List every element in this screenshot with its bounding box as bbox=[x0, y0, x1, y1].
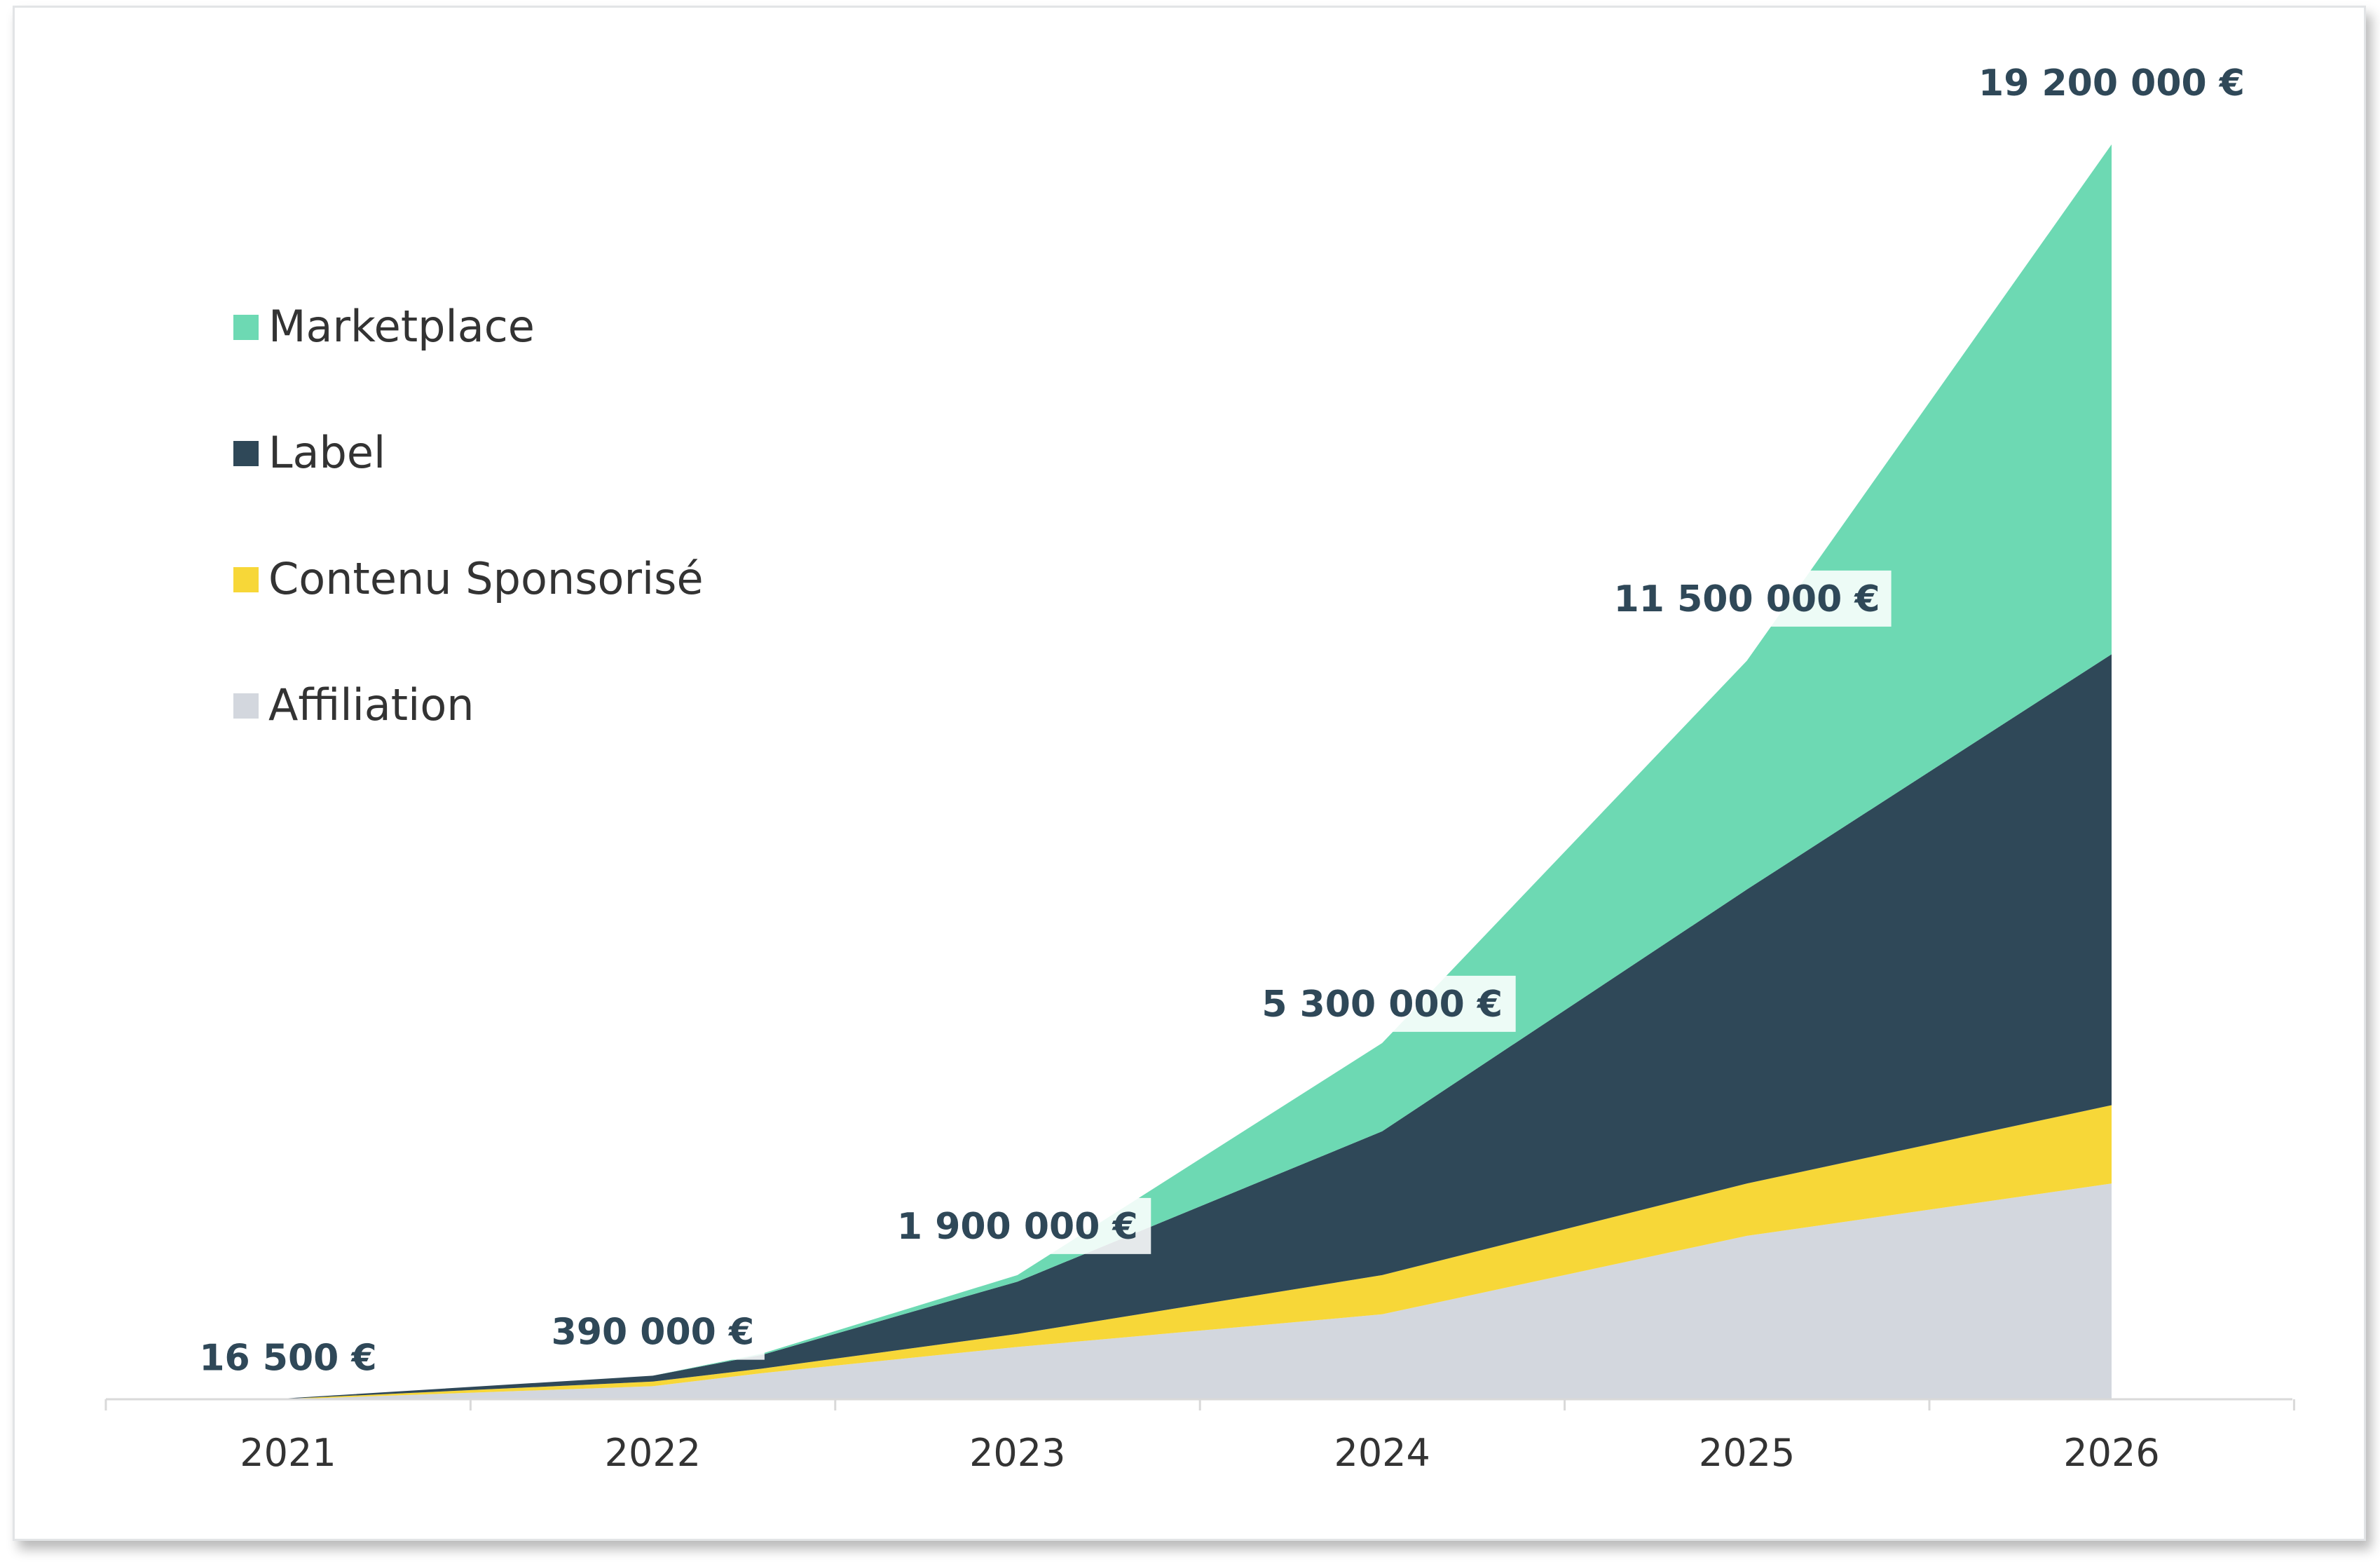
chart-card: 2021 2022 2023 2024 2025 2026 16 500 € 390 000… bbox=[13, 6, 2366, 1541]
total-label-box bbox=[1602, 570, 1892, 627]
legend: Marketplace Label Contenu Sponsorisé Affili… bbox=[233, 301, 704, 730]
legend-item-marketplace: Marketplace bbox=[233, 301, 535, 352]
legend-item-affiliation: Affiliation bbox=[233, 679, 474, 730]
area-series-group bbox=[288, 144, 2112, 1399]
area-marketplace bbox=[288, 144, 2112, 1399]
x-tick-label: 2023 bbox=[969, 1431, 1065, 1475]
total-label-text: 5 300 000 € bbox=[1261, 984, 1503, 1026]
total-label: 19 200 000 € bbox=[1978, 62, 2245, 104]
legend-item-label: Label bbox=[233, 427, 385, 478]
x-tick-label: 2025 bbox=[1699, 1431, 1795, 1475]
legend-item-contenu-sponsorise: Contenu Sponsorisé bbox=[233, 553, 704, 604]
total-label-box bbox=[1248, 975, 1516, 1032]
legend-label: Label bbox=[268, 427, 385, 478]
legend-label: Affiliation bbox=[268, 679, 474, 730]
x-tick-label: 2022 bbox=[605, 1431, 701, 1475]
total-label: 5 300 000 € bbox=[1248, 975, 1516, 1032]
x-tick-label: 2021 bbox=[240, 1431, 336, 1475]
total-label-box bbox=[540, 1303, 765, 1360]
total-label-text: 390 000 € bbox=[552, 1312, 754, 1354]
total-label-text: 16 500 € bbox=[199, 1337, 376, 1379]
area-label bbox=[288, 654, 2112, 1399]
x-tick-label: 2026 bbox=[2063, 1431, 2159, 1475]
total-label-text: 11 500 000 € bbox=[1614, 578, 1880, 620]
x-axis: 2021 2022 2023 2024 2025 2026 bbox=[104, 1398, 2295, 1475]
total-label-text: 1 900 000 € bbox=[897, 1206, 1138, 1248]
area-affiliation bbox=[288, 1183, 2112, 1399]
legend-swatch bbox=[233, 567, 259, 592]
legend-swatch bbox=[233, 441, 259, 466]
legend-swatch bbox=[233, 315, 259, 340]
total-label-text: 19 200 000 € bbox=[1978, 62, 2245, 104]
legend-swatch bbox=[233, 693, 259, 719]
total-labels-group: 16 500 € 390 000 € 1 900 000 € 5 300 000 € 1… bbox=[199, 62, 2245, 1379]
x-tick-label: 2024 bbox=[1334, 1431, 1430, 1475]
stacked-area-chart: 2021 2022 2023 2024 2025 2026 16 500 € 390 000… bbox=[104, 62, 2295, 1475]
total-label: 390 000 € bbox=[540, 1303, 765, 1360]
legend-label: Contenu Sponsorisé bbox=[268, 553, 704, 604]
total-label: 11 500 000 € bbox=[1602, 570, 1892, 627]
legend-label: Marketplace bbox=[268, 301, 535, 352]
total-label: 16 500 € bbox=[199, 1337, 376, 1379]
total-label: 1 900 000 € bbox=[884, 1197, 1151, 1254]
total-label-box bbox=[884, 1197, 1151, 1254]
